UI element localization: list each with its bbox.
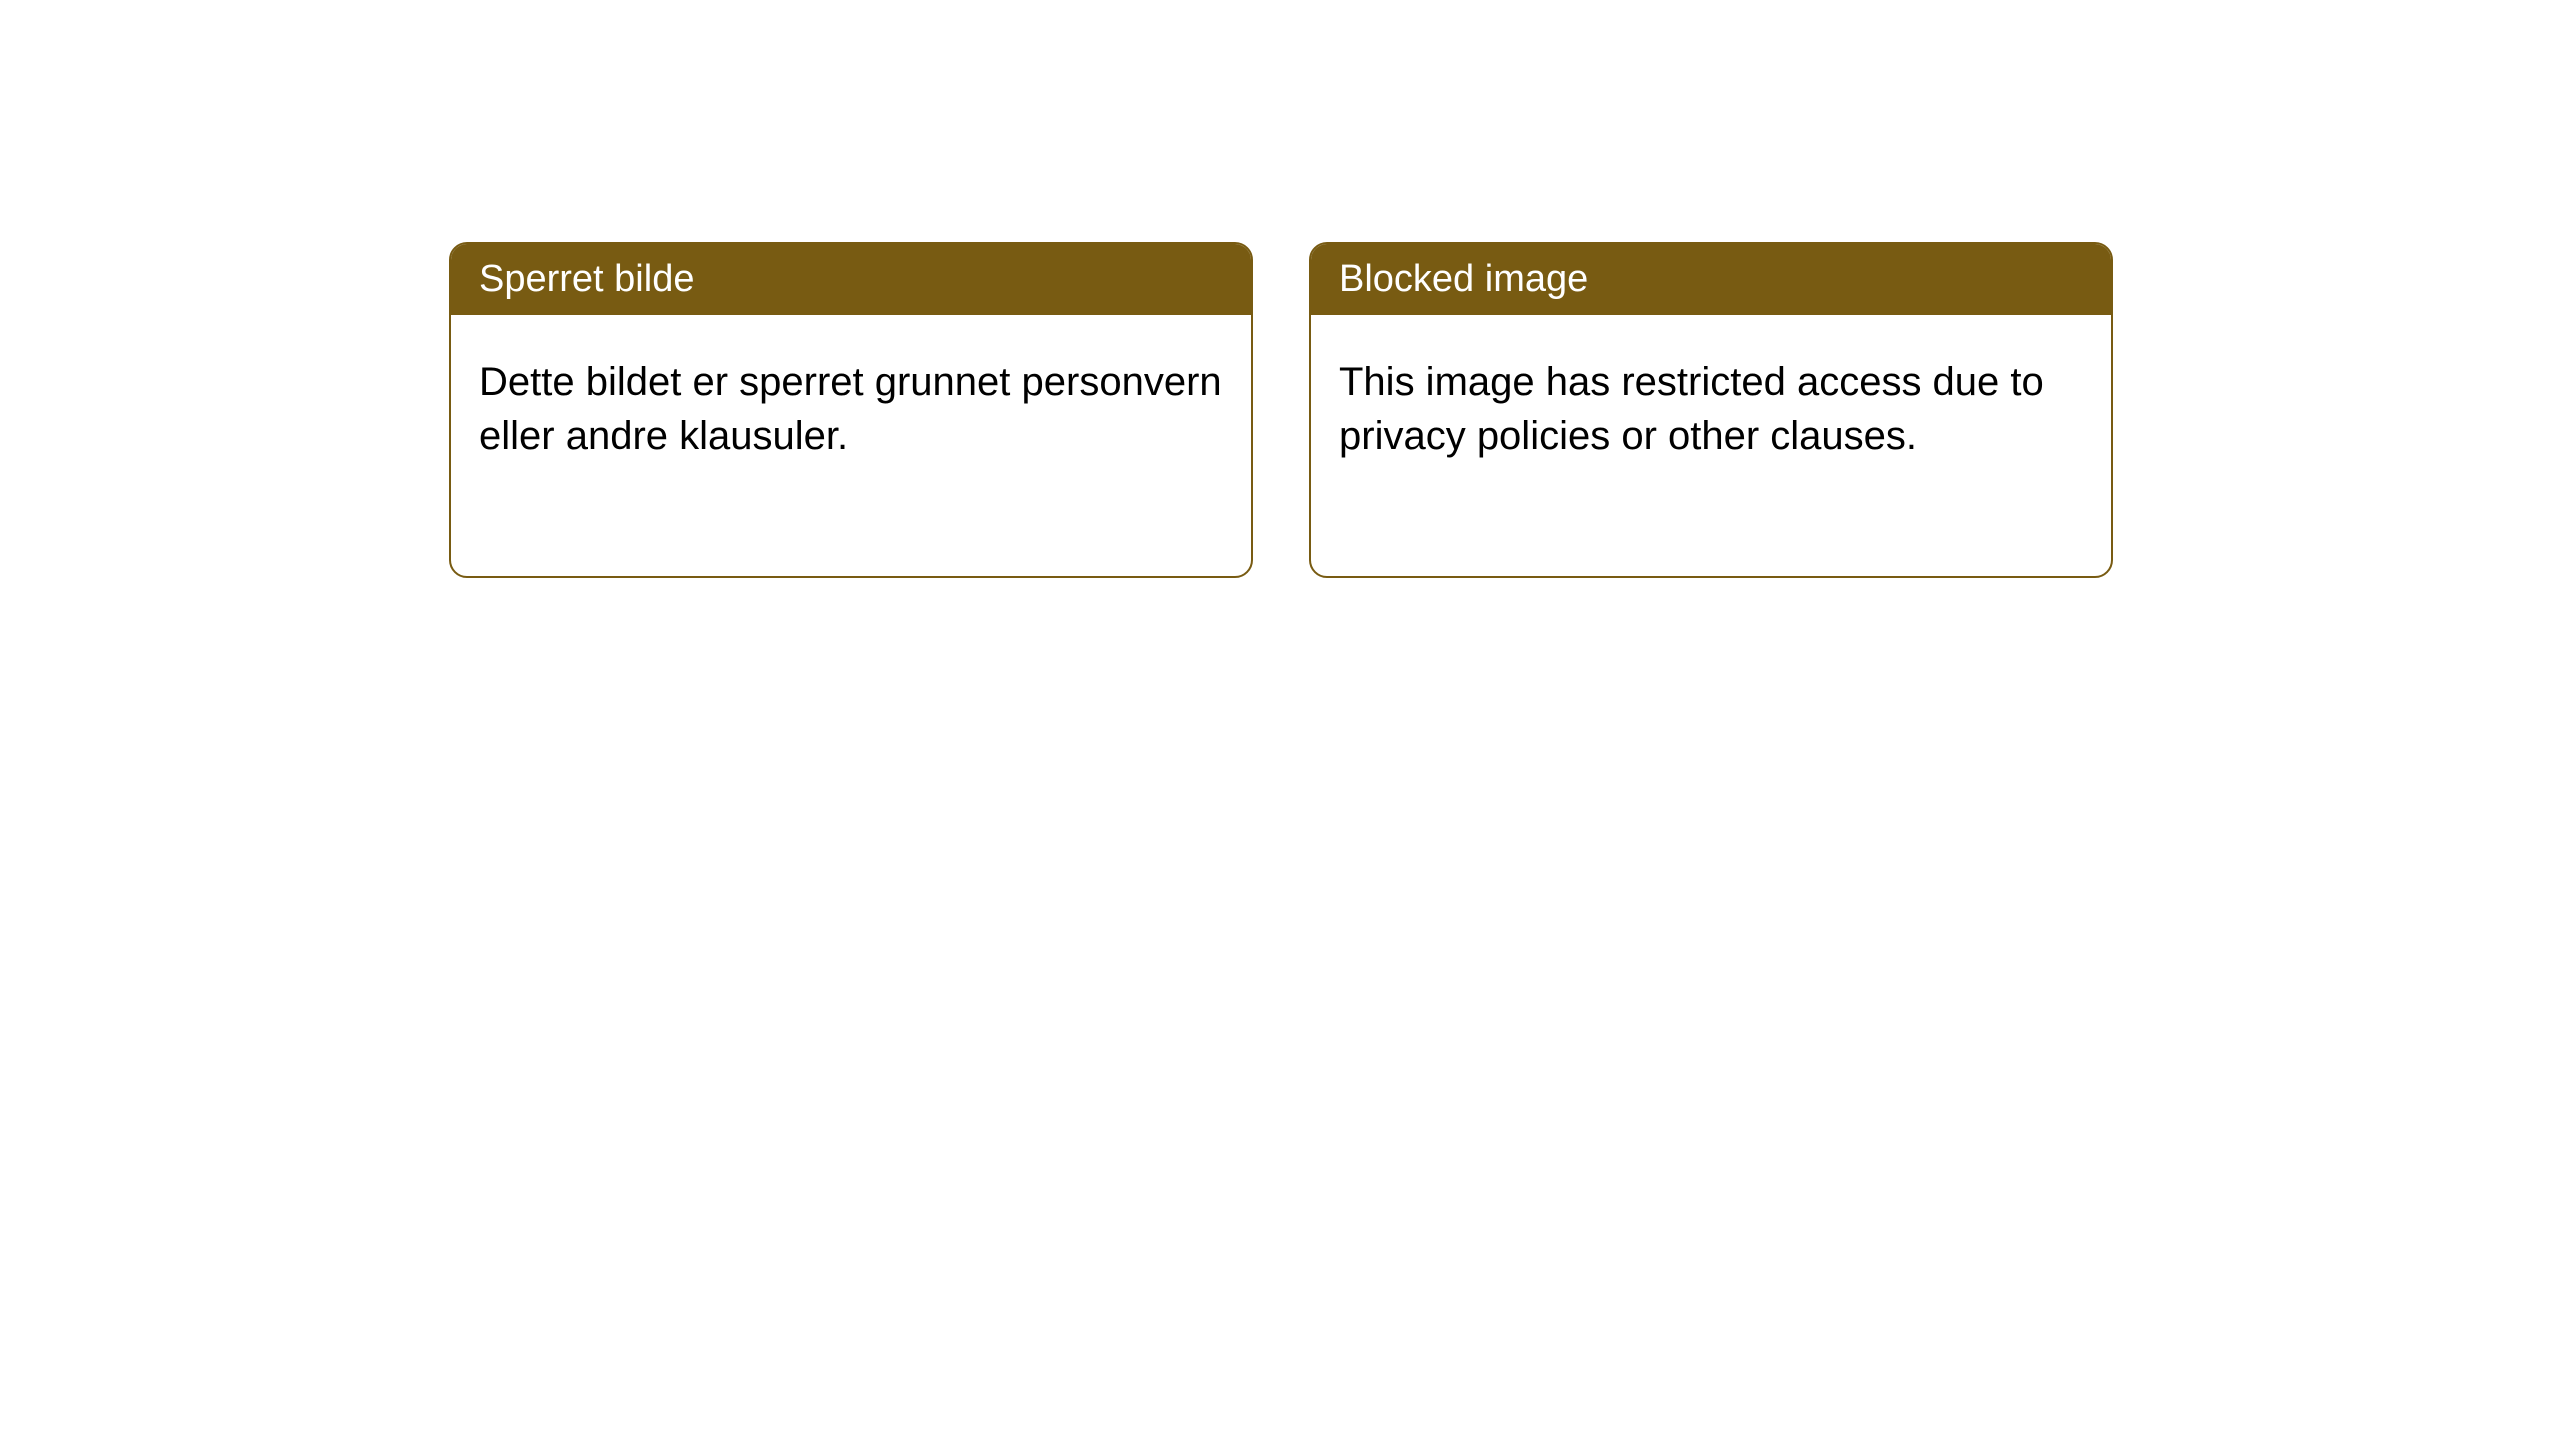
notice-title: Sperret bilde (479, 258, 694, 300)
notice-text: Dette bildet er sperret grunnet personve… (479, 360, 1222, 458)
notice-card-english: Blocked image This image has restricted … (1309, 242, 2113, 578)
notice-header: Blocked image (1311, 244, 2111, 315)
notice-text: This image has restricted access due to … (1339, 360, 2044, 458)
notice-body: Dette bildet er sperret grunnet personve… (451, 315, 1251, 503)
notice-body: This image has restricted access due to … (1311, 315, 2111, 503)
notice-card-norwegian: Sperret bilde Dette bildet er sperret gr… (449, 242, 1253, 578)
notice-container: Sperret bilde Dette bildet er sperret gr… (449, 242, 2113, 578)
notice-header: Sperret bilde (451, 244, 1251, 315)
notice-title: Blocked image (1339, 258, 1588, 300)
